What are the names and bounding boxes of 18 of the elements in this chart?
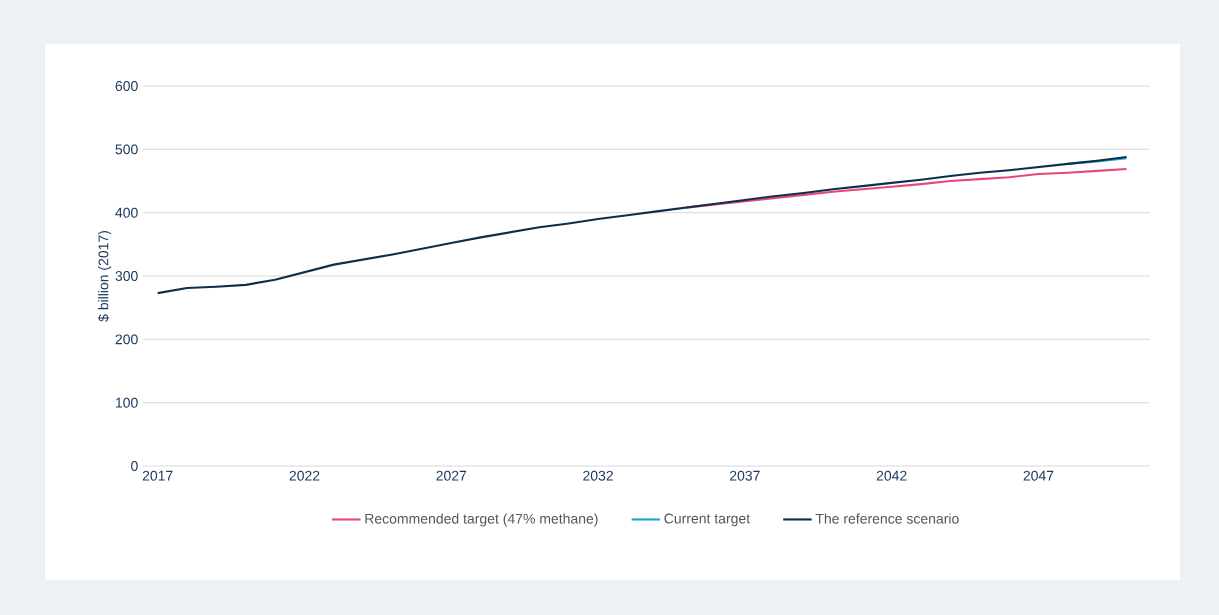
y-axis-title: $ billion (2017) bbox=[97, 231, 112, 322]
x-tick-label: 2022 bbox=[289, 470, 320, 481]
x-tick-label: 2027 bbox=[436, 470, 467, 481]
y-tick-label: 500 bbox=[115, 144, 138, 155]
y-tick-label: 600 bbox=[115, 81, 138, 91]
x-tick-label: 2037 bbox=[730, 470, 760, 481]
x-tick-label: 2017 bbox=[142, 470, 173, 481]
x-tick-label: 2047 bbox=[1023, 470, 1054, 481]
y-tick-label: 300 bbox=[115, 271, 138, 281]
y-tick-label: 0 bbox=[131, 461, 138, 471]
legend-label: The reference scenario bbox=[815, 513, 959, 524]
legend-label: Recommended target (47% methane) bbox=[365, 513, 598, 527]
x-tick-label: 2032 bbox=[583, 470, 613, 481]
y-tick-label: 200 bbox=[115, 334, 138, 345]
y-tick-label: 100 bbox=[116, 397, 138, 408]
x-tick-label: 2042 bbox=[876, 470, 907, 481]
y-tick-label: 400 bbox=[115, 207, 138, 218]
legend-label: Current target bbox=[664, 513, 750, 527]
